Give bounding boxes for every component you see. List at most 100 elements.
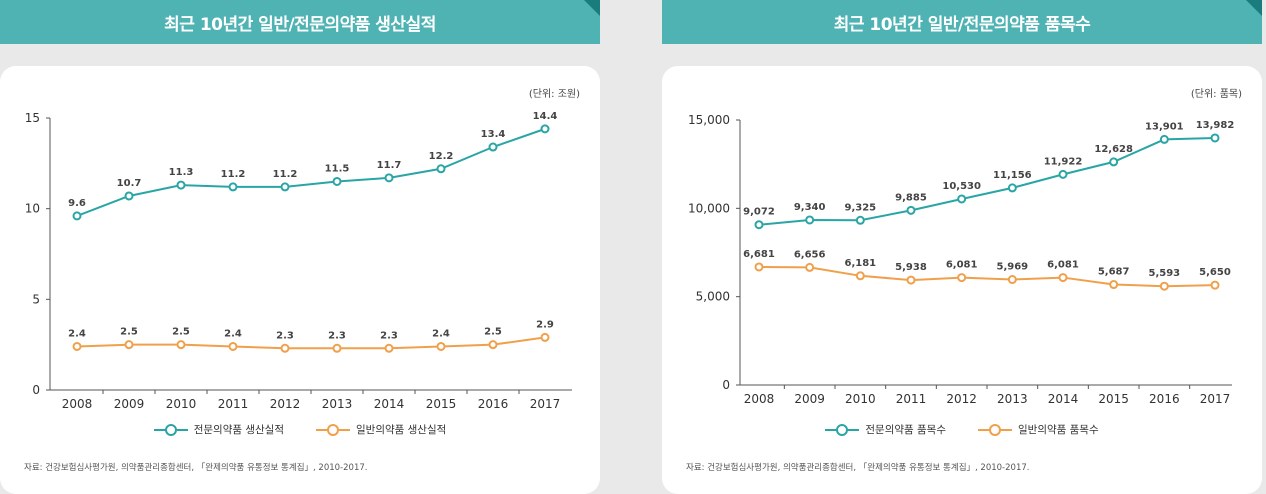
data-point bbox=[1109, 157, 1119, 167]
data-label: 2.4 bbox=[68, 328, 86, 339]
data-label: 2.9 bbox=[536, 319, 554, 330]
production-chart-header: 최근 10년간 일반/전문의약품 생산실적 bbox=[0, 0, 600, 44]
x-tick-label: 2017 bbox=[530, 397, 561, 411]
item-count-chart-header: 최근 10년간 일반/전문의약품 품목수 bbox=[662, 0, 1262, 44]
legend-swatch-orange bbox=[978, 423, 1012, 436]
y-tick-label: 5 bbox=[32, 292, 40, 306]
data-point bbox=[228, 182, 238, 192]
data-label: 2.4 bbox=[432, 328, 450, 339]
data-label: 2.5 bbox=[172, 327, 190, 338]
data-point bbox=[855, 271, 865, 281]
x-tick-label: 2013 bbox=[997, 392, 1028, 406]
data-point bbox=[384, 343, 394, 353]
data-point bbox=[1058, 273, 1068, 283]
y-tick-label: 15 bbox=[25, 111, 40, 125]
production-unit-label: (단위: 조원) bbox=[528, 89, 580, 100]
data-label: 5,938 bbox=[895, 262, 927, 273]
y-tick-label: 0 bbox=[722, 378, 730, 392]
data-label: 5,593 bbox=[1149, 268, 1181, 279]
data-point bbox=[957, 273, 967, 283]
data-point bbox=[488, 340, 498, 350]
data-label: 12.2 bbox=[429, 151, 454, 162]
data-point bbox=[1007, 183, 1017, 193]
data-label: 11.5 bbox=[325, 163, 350, 174]
legend-label: 일반의약품 품목수 bbox=[1018, 424, 1099, 436]
data-point bbox=[488, 142, 498, 152]
production-panel: 최근 10년간 일반/전문의약품 생산실적 (단위: 조원) 0 5 10 15 200… bbox=[0, 0, 600, 494]
data-point bbox=[855, 215, 865, 225]
data-label: 13,901 bbox=[1145, 121, 1184, 132]
x-tick-label: 2009 bbox=[114, 397, 145, 411]
data-label: 13.4 bbox=[481, 129, 506, 140]
legend-item-otc-count: 일반의약품 품목수 bbox=[978, 422, 1099, 437]
data-point bbox=[1058, 169, 1068, 179]
data-point bbox=[436, 164, 446, 174]
data-point bbox=[754, 220, 764, 230]
data-label: 5,650 bbox=[1199, 267, 1231, 278]
production-chart-card: (단위: 조원) 0 5 10 15 2008 2009 2010 2011 2012 2013 2… bbox=[0, 66, 600, 494]
data-point bbox=[1109, 280, 1119, 290]
data-point bbox=[540, 124, 550, 134]
data-point bbox=[540, 332, 550, 342]
item-count-chart-card: (단위: 품목) 0 5,000 10,000 15,000 2008 2009 2010 2… bbox=[662, 66, 1262, 494]
item-count-legend: 전문의약품 품목수 일반의약품 품목수 bbox=[662, 422, 1262, 437]
data-label: 2.3 bbox=[276, 330, 294, 341]
y-tick-label: 15,000 bbox=[688, 113, 730, 127]
series-line bbox=[76, 127, 546, 217]
y-tick-label: 0 bbox=[32, 383, 40, 397]
legend-label: 전문의약품 생산실적 bbox=[193, 424, 284, 436]
legend-swatch-orange bbox=[316, 423, 350, 436]
legend-label: 일반의약품 생산실적 bbox=[356, 424, 447, 436]
y-tick-label: 5,000 bbox=[696, 290, 730, 304]
data-label: 6,656 bbox=[794, 249, 826, 260]
series-line bbox=[758, 136, 1216, 226]
data-point bbox=[332, 343, 342, 353]
data-point bbox=[176, 340, 186, 350]
x-tick-label: 2017 bbox=[1200, 392, 1231, 406]
data-point bbox=[176, 180, 186, 190]
data-point bbox=[1159, 134, 1169, 144]
data-label: 10,530 bbox=[942, 181, 981, 192]
x-tick-label: 2016 bbox=[1149, 392, 1180, 406]
data-label: 9,340 bbox=[794, 202, 826, 213]
data-label: 11,922 bbox=[1044, 156, 1083, 167]
data-label: 6,081 bbox=[946, 260, 978, 271]
data-point bbox=[906, 275, 916, 285]
data-point bbox=[228, 341, 238, 351]
data-label: 11.2 bbox=[273, 169, 298, 180]
x-tick-label: 2016 bbox=[478, 397, 509, 411]
x-tick-label: 2015 bbox=[1098, 392, 1129, 406]
item-count-unit-label: (단위: 품목) bbox=[1190, 89, 1242, 100]
data-label: 5,687 bbox=[1098, 267, 1130, 278]
y-tick-label: 10 bbox=[25, 202, 40, 216]
data-point bbox=[124, 340, 134, 350]
data-label: 11,156 bbox=[993, 170, 1032, 181]
legend-swatch-teal bbox=[153, 423, 188, 436]
data-label: 9.6 bbox=[68, 198, 86, 209]
x-tick-label: 2008 bbox=[62, 397, 93, 411]
x-tick-label: 2014 bbox=[1048, 392, 1079, 406]
x-tick-label: 2009 bbox=[794, 392, 825, 406]
data-point bbox=[332, 176, 342, 186]
data-label: 2.5 bbox=[484, 327, 502, 338]
data-point bbox=[72, 341, 82, 351]
data-label: 9,325 bbox=[845, 202, 877, 213]
data-label: 14.4 bbox=[533, 111, 558, 122]
x-tick-label: 2008 bbox=[744, 392, 775, 406]
data-label: 5,969 bbox=[997, 262, 1029, 273]
data-label: 9,072 bbox=[743, 207, 775, 218]
data-point bbox=[1210, 133, 1220, 143]
corner-fold-decoration bbox=[584, 0, 600, 16]
data-point bbox=[280, 343, 290, 353]
data-label: 2.3 bbox=[328, 330, 346, 341]
data-label: 6,081 bbox=[1047, 260, 1079, 271]
data-label: 9,885 bbox=[895, 192, 927, 203]
data-point bbox=[280, 182, 290, 192]
item-count-chart-title: 최근 10년간 일반/전문의약품 품목수 bbox=[833, 14, 1091, 35]
x-tick-label: 2015 bbox=[426, 397, 457, 411]
x-tick-label: 2011 bbox=[218, 397, 249, 411]
data-point bbox=[436, 341, 446, 351]
data-point bbox=[805, 262, 815, 272]
data-point bbox=[124, 191, 134, 201]
item-count-line-chart: 0 5,000 10,000 15,000 2008 2009 2010 2011 2012 20… bbox=[688, 113, 1234, 406]
